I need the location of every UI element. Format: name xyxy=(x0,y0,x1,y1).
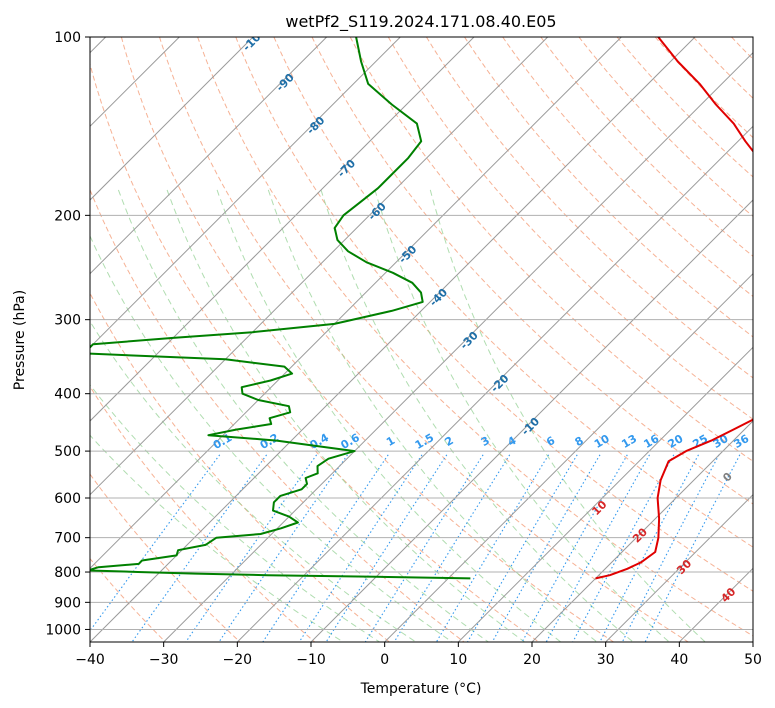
moist-adiabat-line xyxy=(320,189,634,642)
mixing-ratio-line xyxy=(467,454,578,642)
mixing-ratio-line xyxy=(545,454,650,642)
x-tick-label: 10 xyxy=(449,652,467,668)
temperature-profile-line xyxy=(595,37,753,580)
isotherm-line xyxy=(531,420,753,642)
isotherm-line xyxy=(310,199,753,642)
dry-adiabat-line xyxy=(159,37,689,642)
moist-adiabat-line xyxy=(429,189,706,642)
x-tick-label: 40 xyxy=(670,652,688,668)
x-tick-label: −20 xyxy=(223,652,253,668)
moist-adiabat-line xyxy=(267,189,598,642)
y-tick-label: 900 xyxy=(54,595,81,611)
y-tick-label: 800 xyxy=(54,565,81,581)
y-tick-label: 100 xyxy=(54,30,81,46)
dry-adiabat-line xyxy=(616,37,753,178)
y-tick-label: 200 xyxy=(54,208,81,224)
moist-adiabat-line xyxy=(90,320,417,642)
isotherm-line xyxy=(90,37,475,422)
moist-adiabat-line xyxy=(166,189,525,642)
isotherm-line xyxy=(457,346,753,642)
y-axis-title: Pressure (hPa) xyxy=(12,290,28,390)
mixing-ratio-line xyxy=(621,454,720,642)
chart-title: wetPf2_S119.2024.171.08.40.E05 xyxy=(285,12,556,32)
isotherm-line xyxy=(163,51,753,642)
mixing-ratio-line xyxy=(262,454,389,642)
isotherm-line xyxy=(90,37,696,642)
mixing-ratio-line xyxy=(364,454,484,642)
isotherm-line xyxy=(90,37,622,570)
x-tick-label: 20 xyxy=(523,652,541,668)
dry-adiabat-line xyxy=(120,37,614,642)
dry-adiabat-line xyxy=(235,37,753,592)
dry-adiabat-line xyxy=(90,188,465,642)
mixing-ratio-line xyxy=(90,454,221,632)
dry-adiabat-line xyxy=(502,37,753,298)
dry-adiabat-line xyxy=(387,37,753,420)
y-tick-label: 1000 xyxy=(45,622,81,638)
dry-adiabat-line xyxy=(540,37,753,257)
x-tick-label: −30 xyxy=(149,652,179,668)
isotherm-line xyxy=(90,37,549,496)
moist-adiabat-line xyxy=(117,189,489,642)
y-tick-label: 500 xyxy=(54,444,81,460)
y-tick-label: 700 xyxy=(54,531,81,547)
moist-adiabat-line xyxy=(90,384,380,642)
moist-adiabat-line xyxy=(374,189,670,642)
mixing-ratio-line xyxy=(435,454,550,642)
y-tick-label: 600 xyxy=(54,491,81,507)
x-tick-label: 30 xyxy=(597,652,615,668)
x-tick-label: 0 xyxy=(380,652,389,668)
dry-adiabat-line xyxy=(90,292,390,642)
mixing-ratio-line xyxy=(325,454,448,642)
isotherm-line xyxy=(90,37,254,201)
y-tick-label: 300 xyxy=(54,313,81,329)
mixing-ratio-line xyxy=(644,454,741,642)
x-tick-label: −10 xyxy=(296,652,326,668)
dry-adiabat-line xyxy=(349,37,753,462)
isotherm-line xyxy=(90,37,401,349)
dry-adiabat-line xyxy=(311,37,753,505)
dry-adiabat-line xyxy=(425,37,753,379)
mixing-ratio-line xyxy=(131,454,268,642)
mixing-ratio-line xyxy=(521,454,628,642)
isotherm-line xyxy=(236,125,753,642)
isotherm-line xyxy=(384,272,753,642)
dry-adiabat-line xyxy=(273,37,753,548)
mixing-ratio-line xyxy=(298,454,423,642)
isotherm-line xyxy=(90,37,328,275)
moist-adiabat-line xyxy=(216,189,562,642)
y-tick-label: 400 xyxy=(54,387,81,403)
moist-adiabat-line xyxy=(90,234,453,642)
mixing-ratio-line xyxy=(491,454,601,642)
isotherm-line xyxy=(605,493,753,642)
x-axis-title: Temperature (°C) xyxy=(360,681,482,697)
dewpoint-profile-line xyxy=(90,37,471,580)
mixing-ratio-line xyxy=(393,454,511,642)
plot-frame xyxy=(89,36,754,643)
x-tick-label: 50 xyxy=(744,652,762,668)
x-tick-label: −40 xyxy=(75,652,105,668)
